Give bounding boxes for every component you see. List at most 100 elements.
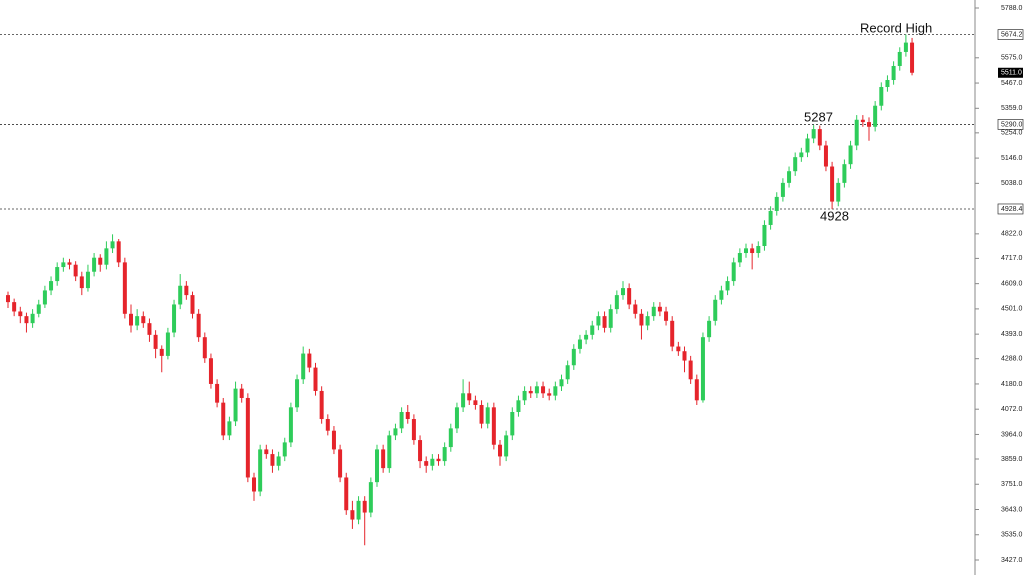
last-price-label: 5511.0: [1001, 70, 1022, 77]
candle-body: [424, 461, 429, 466]
level-label: 5290.0: [1001, 121, 1023, 128]
candle-body: [608, 309, 613, 328]
candle-body: [258, 449, 263, 492]
candle-body: [528, 390, 533, 394]
candle-body: [590, 325, 595, 335]
candle-body: [811, 129, 816, 139]
candle-body: [245, 397, 250, 478]
candle-body: [448, 428, 453, 448]
candle-body: [430, 458, 435, 466]
candle-body: [621, 288, 625, 296]
candle-body: [848, 145, 853, 165]
y-tick-label: 4180.0: [1001, 381, 1023, 388]
candle-body: [159, 348, 164, 356]
annotation: 4928: [820, 208, 849, 223]
candle-body: [873, 105, 878, 127]
candle-body: [104, 248, 109, 265]
y-tick-label: 4717.0: [1001, 255, 1023, 262]
candle-body: [744, 248, 748, 254]
candle-body: [885, 80, 890, 88]
candle-body: [510, 412, 515, 436]
candle-body: [42, 290, 47, 305]
candle-body: [694, 379, 699, 401]
candle-body: [36, 304, 41, 314]
candle-body: [774, 196, 779, 211]
y-tick-label: 4609.0: [1001, 280, 1023, 287]
candle-body: [879, 87, 884, 106]
y-tick-label: 4501.0: [1001, 306, 1023, 313]
candle-body: [707, 320, 712, 338]
y-tick-label: 5467.0: [1001, 80, 1023, 87]
candle-body: [381, 449, 386, 469]
candle-body: [842, 164, 847, 183]
candle-body: [202, 337, 207, 359]
candle-body: [442, 447, 447, 462]
candle-body: [799, 152, 804, 158]
candle-body: [657, 306, 662, 312]
candle-body: [325, 419, 330, 431]
candle-body: [897, 51, 902, 66]
candle-body: [780, 182, 785, 197]
candle-body: [313, 367, 318, 391]
candle-body: [387, 435, 392, 469]
candle-body: [836, 182, 841, 202]
candle-body: [436, 458, 441, 462]
candle-body: [559, 379, 564, 387]
level-label: 5674.2: [1001, 31, 1023, 38]
candle-body: [221, 402, 226, 436]
candle-body: [85, 271, 90, 289]
candle-body: [768, 210, 773, 225]
y-tick-label: 5254.0: [1001, 130, 1023, 137]
candle-body: [227, 421, 232, 436]
candle-body: [823, 145, 828, 167]
y-tick-label: 3535.0: [1001, 532, 1023, 539]
candle-body: [682, 351, 687, 361]
y-tick-label: 5146.0: [1001, 155, 1023, 162]
candle-body: [891, 65, 896, 81]
candle-body: [584, 334, 589, 340]
candle-body: [522, 390, 527, 401]
candle-body: [24, 316, 29, 324]
y-tick-label: 5575.0: [1001, 55, 1023, 62]
candle-body: [178, 285, 183, 305]
candle-body: [633, 304, 638, 314]
candle-body: [270, 454, 275, 466]
candle-body: [602, 316, 607, 328]
candle-body: [571, 348, 576, 366]
candle-body: [534, 386, 539, 394]
candle-body: [30, 313, 35, 324]
candle-body: [264, 449, 269, 455]
candle-body: [344, 477, 349, 511]
candle-body: [639, 313, 644, 326]
candle-body: [98, 257, 103, 265]
candle-body: [860, 119, 865, 123]
candle-body: [172, 304, 177, 333]
candle-body: [92, 257, 97, 272]
candle-body: [688, 360, 693, 380]
candle-body: [67, 262, 72, 265]
candle-body: [331, 430, 336, 450]
candle-body: [73, 264, 78, 277]
candle-body: [627, 288, 632, 305]
level-label: 4928.4: [1001, 206, 1023, 213]
candle-body: [12, 302, 17, 312]
candle-body: [350, 510, 355, 520]
candle-body: [719, 290, 724, 300]
candle-body: [854, 119, 859, 146]
candle-body: [393, 428, 398, 436]
candle-body: [651, 306, 656, 317]
y-tick-label: 3643.0: [1001, 506, 1023, 513]
candle-body: [793, 157, 798, 172]
candle-body: [110, 241, 115, 249]
y-tick-label: 4393.0: [1001, 331, 1023, 338]
candle-body: [725, 281, 730, 291]
candle-body: [454, 407, 459, 429]
candle-body: [196, 313, 201, 338]
candle-body: [184, 285, 189, 296]
candle-body: [399, 412, 404, 429]
candle-body: [122, 262, 127, 314]
candle-body: [762, 224, 767, 247]
y-tick-label: 3859.0: [1001, 456, 1023, 463]
